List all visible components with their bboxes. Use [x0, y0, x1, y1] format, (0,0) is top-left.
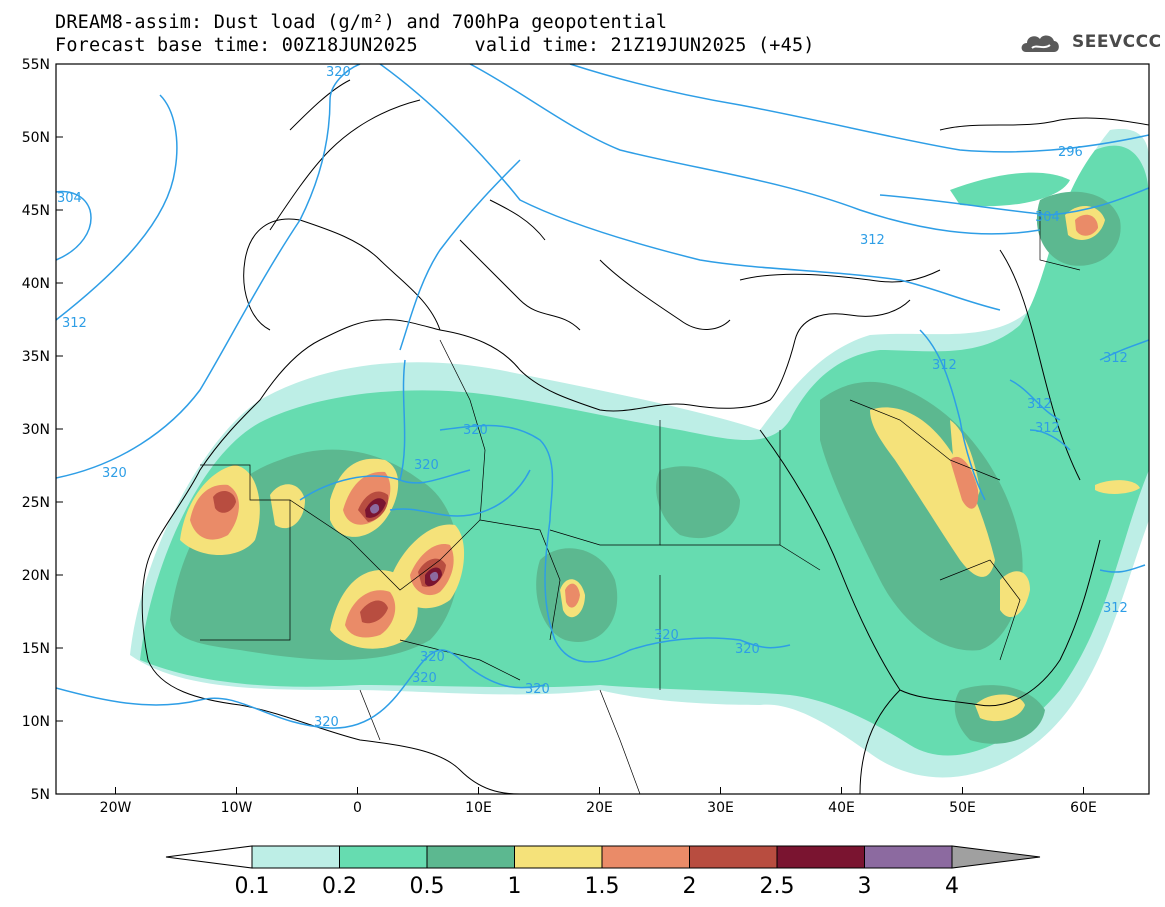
lon-label: 30E — [707, 800, 734, 816]
lon-label: 50E — [949, 800, 976, 816]
colorbar-label: 2.5 — [760, 874, 795, 899]
contour-label: 320 — [314, 715, 339, 730]
contour-label: 320 — [414, 458, 439, 473]
lat-label: 40N — [22, 276, 50, 292]
contour-label: 320 — [654, 628, 679, 643]
colorbar-over-arrow — [951, 845, 1041, 869]
contour-label: 320 — [463, 423, 488, 438]
contour-label: 312 — [62, 316, 87, 331]
lat-label: 45N — [22, 203, 50, 219]
contour-label: 320 — [412, 671, 437, 686]
lon-label: 40E — [828, 800, 855, 816]
contour-label: 320 — [525, 682, 550, 697]
contour-label: 320 — [102, 466, 127, 481]
contour-label: 320 — [735, 642, 760, 657]
contour-label: 312 — [1027, 397, 1052, 412]
lon-label: 10W — [221, 800, 253, 816]
geopotential-contours — [56, 64, 1149, 729]
logo-text: SEEVCCC — [1072, 32, 1162, 52]
lat-label: 35N — [22, 349, 50, 365]
colorbar-swatch — [426, 845, 515, 869]
longitude-axis: 20W 10W 0 10E 20E 30E 40E 50E 60E — [100, 787, 1097, 816]
contour-label: 312 — [1035, 421, 1060, 436]
contour-label: 312 — [860, 233, 885, 248]
dust-level-3 — [370, 504, 439, 582]
lat-label: 25N — [22, 495, 50, 511]
colorbar-swatch — [864, 845, 953, 869]
lat-label: 5N — [31, 787, 50, 803]
colorbar-label: 0.2 — [322, 874, 357, 899]
contour-labels: 320 304 312 320 320 320 320 320 320 320 … — [57, 65, 1128, 730]
contour-label: 304 — [57, 191, 82, 206]
lon-label: 60E — [1070, 800, 1097, 816]
colorbar-label: 0.5 — [410, 874, 445, 899]
colorbar-label: 0.1 — [235, 874, 270, 899]
forecast-time: Forecast base time: 00Z18JUN2025 valid t… — [55, 35, 815, 56]
contour-label: 312 — [1103, 601, 1128, 616]
contour-label: 312 — [1103, 351, 1128, 366]
lat-label: 50N — [22, 130, 50, 146]
lat-label: 55N — [22, 57, 50, 73]
lon-label: 0 — [353, 800, 362, 816]
chart-title: DREAM8-assim: Dust load (g/m²) and 700hP… — [55, 12, 668, 33]
colorbar-label: 2 — [683, 874, 697, 899]
lat-label: 10N — [22, 714, 50, 730]
colorbar-swatch — [601, 845, 690, 869]
latitude-axis: 55N 50N 45N 40N 35N 30N 25N 20N 15N 10N 5N — [22, 57, 63, 803]
cloud-logo-icon — [1021, 35, 1059, 52]
colorbar-swatch — [689, 845, 778, 869]
lat-label: 30N — [22, 422, 50, 438]
dust-field: 320 304 312 320 320 320 320 320 320 320 … — [56, 64, 1149, 794]
contour-label: 312 — [932, 358, 957, 373]
colorbar-swatch — [514, 845, 603, 869]
country-borders — [200, 210, 1081, 794]
contour-label: 296 — [1058, 145, 1083, 160]
contour-label: 304 — [1035, 210, 1060, 225]
colorbar-swatch — [339, 845, 428, 869]
contour-label: 320 — [326, 65, 351, 80]
colorbar-swatch — [251, 845, 340, 869]
lon-label: 20W — [100, 800, 132, 816]
colorbar-label: 3 — [858, 874, 872, 899]
colorbar-swatch — [776, 845, 865, 869]
colorbar-under-arrow — [165, 845, 253, 869]
lon-label: 20E — [586, 800, 613, 816]
colorbar: 0.1 0.2 0.5 1 1.5 2 2.5 3 4 — [165, 845, 1041, 899]
contour-label: 320 — [420, 650, 445, 665]
colorbar-label: 1.5 — [585, 874, 620, 899]
colorbar-label: 1 — [508, 874, 522, 899]
colorbar-label: 4 — [945, 874, 959, 899]
lon-label: 10E — [465, 800, 492, 816]
lat-label: 20N — [22, 568, 50, 584]
lat-label: 15N — [22, 641, 50, 657]
